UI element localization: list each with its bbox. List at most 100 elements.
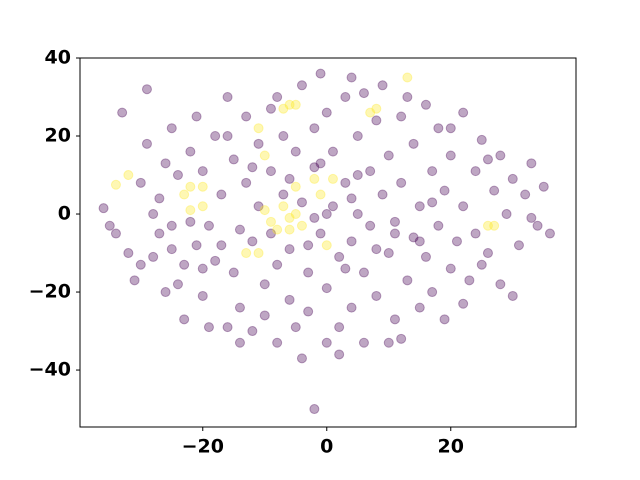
point <box>526 158 537 169</box>
point <box>402 92 413 103</box>
point <box>160 158 171 169</box>
point <box>284 244 295 255</box>
point <box>334 349 345 360</box>
point <box>427 166 438 177</box>
point <box>210 131 221 142</box>
point <box>172 279 183 290</box>
point <box>433 123 444 134</box>
point <box>278 201 289 212</box>
point <box>464 275 475 286</box>
point <box>377 189 388 200</box>
point <box>396 111 407 122</box>
point <box>321 337 332 348</box>
point <box>358 267 369 278</box>
point <box>445 150 456 161</box>
point <box>501 209 512 220</box>
point <box>241 177 252 188</box>
point <box>470 166 481 177</box>
point <box>507 173 518 184</box>
point <box>340 92 351 103</box>
point <box>445 263 456 274</box>
point <box>327 146 338 157</box>
point <box>402 275 413 286</box>
point <box>383 150 394 161</box>
point <box>309 123 320 134</box>
point <box>247 162 258 173</box>
point <box>197 181 208 192</box>
point <box>197 201 208 212</box>
point <box>265 166 276 177</box>
point <box>315 228 326 239</box>
point <box>296 220 307 231</box>
point <box>241 111 252 122</box>
point <box>402 72 413 83</box>
point <box>241 248 252 259</box>
point <box>371 290 382 301</box>
point <box>365 166 376 177</box>
point <box>141 138 152 149</box>
point <box>346 193 357 204</box>
point <box>216 240 227 251</box>
point <box>179 259 190 270</box>
points <box>98 68 555 415</box>
point <box>315 68 326 79</box>
point <box>321 240 332 251</box>
point <box>185 216 196 227</box>
point <box>210 255 221 266</box>
point <box>197 166 208 177</box>
point <box>296 353 307 364</box>
point <box>284 173 295 184</box>
point <box>203 220 214 231</box>
point <box>203 322 214 333</box>
y-tick-label: −40 <box>29 359 71 381</box>
point <box>197 290 208 301</box>
point <box>439 185 450 196</box>
point <box>513 240 524 251</box>
point <box>340 263 351 274</box>
point <box>433 220 444 231</box>
point <box>185 205 196 216</box>
point <box>296 197 307 208</box>
point <box>327 173 338 184</box>
point <box>185 146 196 157</box>
point <box>520 189 531 200</box>
point <box>358 337 369 348</box>
point <box>179 314 190 325</box>
point <box>259 205 270 216</box>
point <box>247 236 258 247</box>
point <box>222 322 233 333</box>
point <box>507 290 518 301</box>
point <box>117 107 128 118</box>
point <box>278 103 289 114</box>
point <box>234 302 245 313</box>
point <box>284 224 295 235</box>
point <box>458 201 469 212</box>
point <box>346 236 357 247</box>
point <box>234 224 245 235</box>
point <box>272 92 283 103</box>
point <box>154 193 165 204</box>
point <box>489 220 500 231</box>
point <box>414 236 425 247</box>
x-tick-label: 20 <box>438 436 464 458</box>
point <box>284 294 295 305</box>
point <box>309 162 320 173</box>
point <box>296 80 307 91</box>
point <box>110 228 121 239</box>
point <box>222 92 233 103</box>
point <box>476 134 487 145</box>
point <box>284 212 295 223</box>
point <box>352 170 363 181</box>
point <box>420 99 431 110</box>
plot-area <box>80 58 576 427</box>
point <box>377 80 388 91</box>
point <box>272 259 283 270</box>
point <box>495 150 506 161</box>
point <box>309 404 320 415</box>
point <box>389 228 400 239</box>
point <box>321 283 332 294</box>
point <box>166 244 177 255</box>
point <box>172 170 183 181</box>
point <box>290 322 301 333</box>
point <box>272 224 283 235</box>
